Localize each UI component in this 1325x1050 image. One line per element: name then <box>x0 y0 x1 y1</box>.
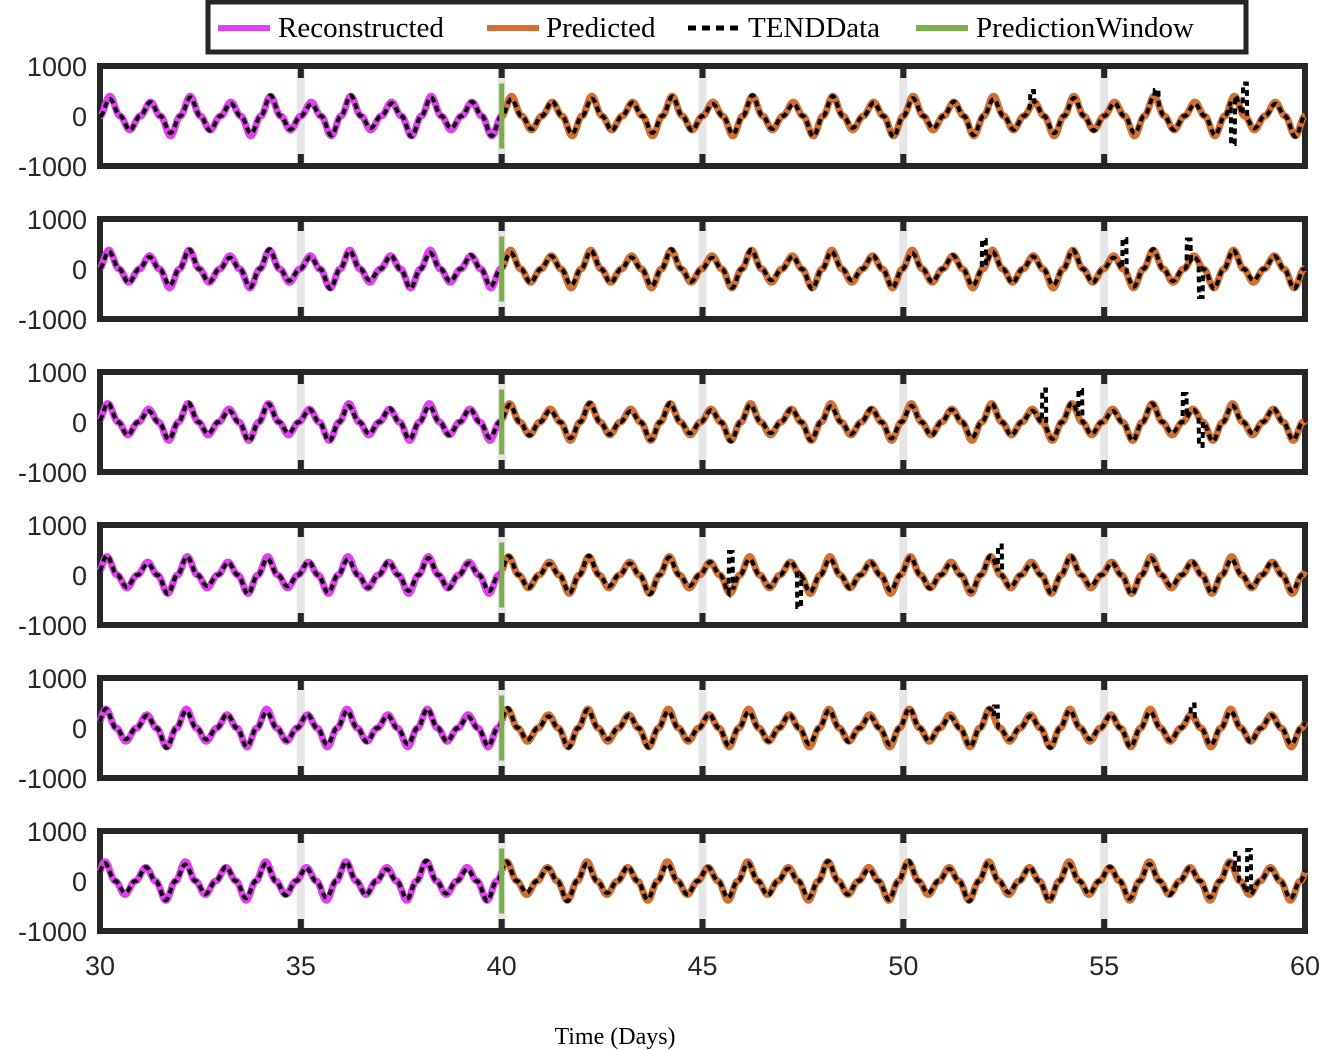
y-tick-label: 1000 <box>27 511 87 541</box>
tend-data-line <box>98 702 1307 750</box>
y-tick-label: -1000 <box>18 152 87 182</box>
tend-data-line <box>98 387 1307 448</box>
y-tick-label: 0 <box>72 561 87 591</box>
x-tick-label: 50 <box>888 951 918 981</box>
panels: 1000 0 -1000 1000 0 -1000 1000 0 -1000 1000 0 -1000… <box>18 52 1309 947</box>
x-tick-label: 35 <box>286 951 316 981</box>
panel-2: 1000 0 -1000 <box>18 205 1308 335</box>
panel-1: 1000 0 -1000 <box>18 52 1308 182</box>
legend-label: Reconstructed <box>278 12 444 44</box>
panel-3: 1000 0 -1000 <box>18 358 1308 488</box>
legend: Reconstructed Predicted TENDData Prediction… <box>205 0 1249 55</box>
y-tick-label: 0 <box>72 102 87 132</box>
x-tick-label: 45 <box>687 951 717 981</box>
y-tick-label: -1000 <box>18 611 87 641</box>
y-tick-label: 0 <box>72 867 87 897</box>
tend-data-line <box>99 81 1306 146</box>
y-tick-label: 1000 <box>27 817 87 847</box>
x-axis-label: Time (Days) <box>554 1024 675 1050</box>
y-tick-label: -1000 <box>18 458 87 488</box>
x-tick-label: 30 <box>85 951 115 981</box>
legend-label: Predicted <box>546 12 656 44</box>
y-tick-label: 1000 <box>27 664 87 694</box>
y-tick-label: -1000 <box>18 764 87 794</box>
y-tick-label: 0 <box>72 255 87 285</box>
tend-data-line <box>98 848 1307 904</box>
y-tick-label: 1000 <box>27 358 87 388</box>
y-tick-label: 0 <box>72 714 87 744</box>
legend-box <box>205 0 1249 55</box>
y-tick-label: -1000 <box>18 917 87 947</box>
legend-label: PredictionWindow <box>976 12 1194 44</box>
x-tick-label: 55 <box>1089 951 1119 981</box>
y-tick-label: -1000 <box>18 305 87 335</box>
x-tick-label: 60 <box>1290 951 1320 981</box>
tend-data-line <box>98 543 1307 609</box>
panel-5: 1000 0 -1000 <box>18 664 1309 794</box>
legend-label: TENDData <box>748 12 880 44</box>
y-tick-label: 0 <box>72 408 87 438</box>
tend-data-line <box>98 237 1307 299</box>
panel-4: 1000 0 -1000 <box>18 511 1309 641</box>
x-tick-label: 40 <box>487 951 517 981</box>
y-tick-label: 1000 <box>27 52 87 82</box>
y-tick-label: 1000 <box>27 205 87 235</box>
x-axis-ticks: 30 35 40 45 50 55 60 <box>85 951 1320 981</box>
panel-6: 1000 0 -1000 <box>18 817 1309 947</box>
